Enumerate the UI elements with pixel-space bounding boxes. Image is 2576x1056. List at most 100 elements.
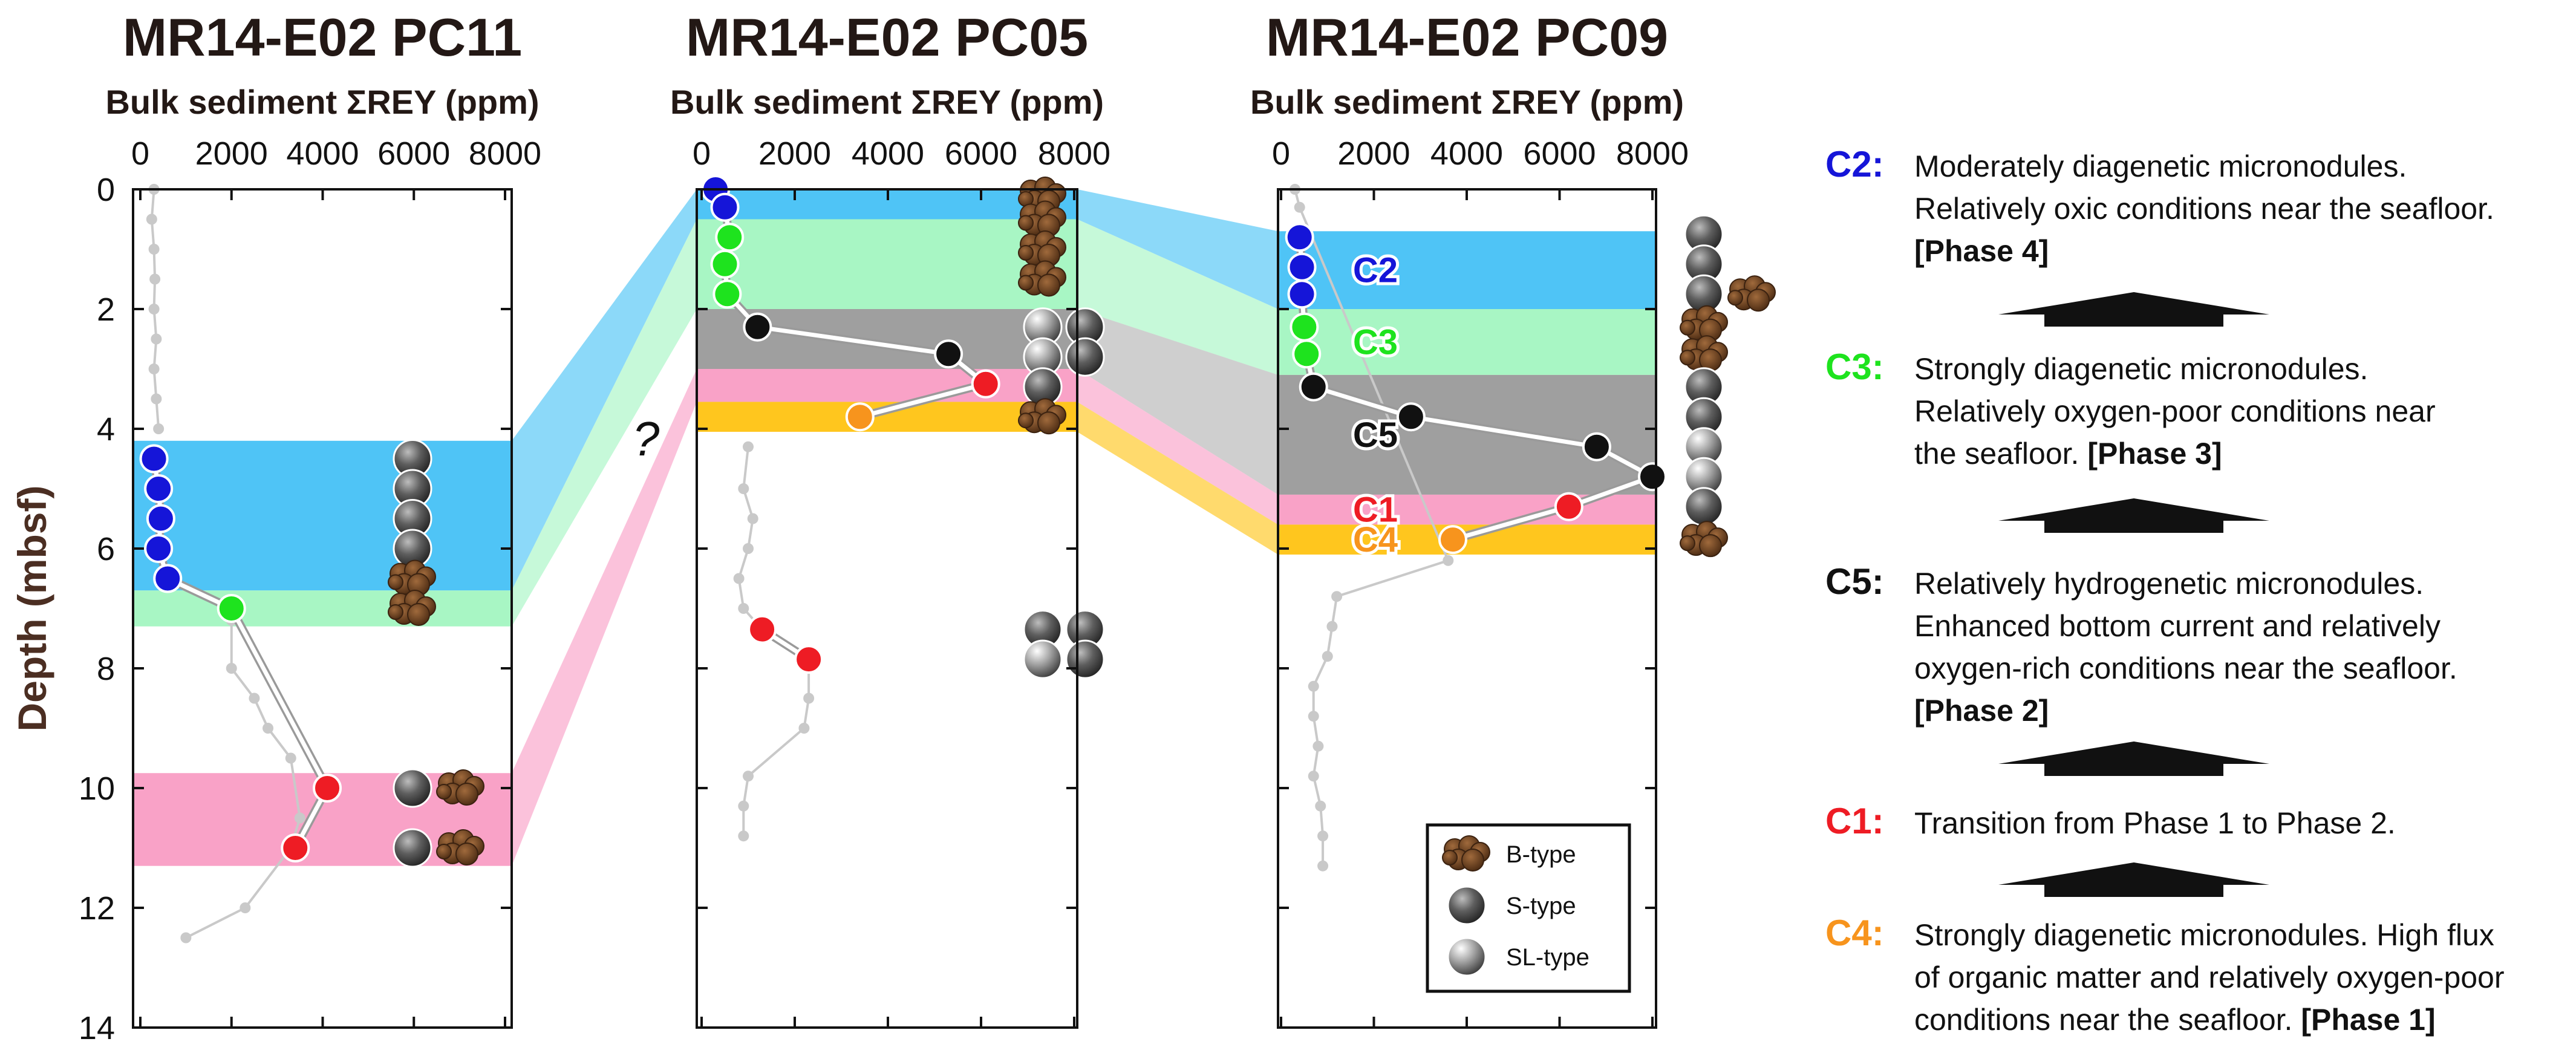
bulk-point	[249, 693, 260, 704]
sample-point-c2	[144, 534, 174, 563]
bulk-point	[798, 723, 810, 734]
up-arrow-icon	[1998, 292, 2269, 327]
phase-text-segment: [Phase 1]	[2301, 1003, 2435, 1037]
x-tick-label: 0	[131, 135, 149, 172]
bulk-point	[262, 723, 274, 734]
b-type-nodule-icon	[1018, 230, 1066, 267]
x-tick-label: 4000	[1430, 135, 1503, 172]
sample-point-c2	[153, 564, 183, 593]
correlation-connector	[512, 219, 697, 627]
bulk-point	[146, 213, 157, 225]
x-tick-label: 6000	[1523, 135, 1596, 172]
bulk-point	[294, 812, 305, 824]
bulk-point	[738, 483, 749, 494]
phase-description-line: Relatively oxic conditions near the seaf…	[1914, 192, 2494, 226]
bulk-point	[151, 333, 162, 345]
phase-text-segment: oxygen-rich conditions near the seafloor…	[1914, 651, 2457, 685]
bulk-point	[1443, 555, 1454, 566]
b-type-lobe	[388, 574, 403, 590]
x-axis-label: Bulk sediment ΣREY (ppm)	[670, 83, 1104, 121]
b-type-lobe	[1018, 412, 1034, 429]
sample-point-c1	[971, 369, 1000, 399]
uncertainty-mark: ?	[633, 412, 660, 466]
sample-point-c5	[1299, 372, 1328, 402]
bulk-point	[1308, 680, 1319, 692]
sample-point-c2	[710, 192, 740, 222]
bulk-point	[738, 603, 749, 614]
sample-point-c2	[1285, 223, 1314, 252]
nodule-type-legend: B-type S-type SL-type	[1426, 823, 1631, 993]
b-type-lobe	[455, 783, 478, 806]
x-tick-label: 6000	[377, 135, 450, 172]
phase-text-segment: of organic matter and relatively oxygen-…	[1914, 960, 2505, 994]
sample-point-c4	[1438, 525, 1467, 555]
category-band-c3	[697, 219, 1077, 309]
phase-block-c3: C3: Strongly diagenetic micronodules. Rela…	[1825, 347, 2436, 471]
phase-description-line: of organic matter and relatively oxygen-…	[1914, 960, 2505, 994]
bulk-point	[803, 693, 815, 704]
sample-point-c2	[146, 504, 175, 533]
bulk-point	[733, 573, 745, 584]
phase-block-c2: C2: Moderately diagenetic micronodules. Re…	[1825, 144, 2494, 268]
b-type-nodule-icon	[388, 559, 436, 596]
phase-description-line: Transition from Phase 1 to Phase 2.	[1914, 806, 2396, 840]
profile-panel-2: 0 2000 4000 6000 8000 MR14-E02 PC05 Bulk sedim…	[633, 7, 1110, 1029]
legend-label: S-type	[1506, 893, 1576, 919]
phase-label: C1:	[1825, 801, 1884, 841]
b-type-nodule-icon	[388, 590, 436, 626]
sample-point-c1	[794, 645, 824, 674]
bulk-point	[151, 393, 162, 405]
x-tick-label: 2000	[195, 135, 268, 172]
bulk-point	[149, 273, 161, 285]
x-axis-label: Bulk sediment ΣREY (ppm)	[1250, 83, 1684, 121]
phase-text-segment: [Phase 4]	[1914, 234, 2049, 268]
phase-text-segment: Moderately diagenetic micronodules.	[1914, 149, 2407, 183]
b-type-lobe	[1442, 850, 1458, 865]
b-type-lobe	[1680, 535, 1695, 552]
sample-point-c3	[712, 279, 742, 309]
band-label-c3: C3	[1353, 322, 1398, 362]
correlation-connector	[512, 189, 697, 591]
bulk-point	[1294, 201, 1305, 213]
y-tick-label: 6	[97, 531, 115, 567]
s-type-nodule-icon	[1684, 487, 1724, 527]
b-type-nodule-icon	[436, 769, 484, 806]
b-type-lobe	[1018, 245, 1034, 261]
phase-description-line: Relatively hydrogenetic micronodules.	[1914, 567, 2424, 601]
x-tick-label: 4000	[852, 135, 924, 172]
bulk-point	[1308, 711, 1319, 722]
phase-text-segment: Strongly diagenetic micronodules. High f…	[1914, 918, 2494, 952]
s-type-nodule-icon	[393, 828, 432, 868]
phase-description-line: Relatively oxygen-poor conditions near	[1914, 394, 2436, 428]
phase-description-line: the seafloor. [Phase 3]	[1914, 437, 2222, 471]
phase-text-segment: Relatively hydrogenetic micronodules.	[1914, 567, 2424, 601]
depth-profile-panels: 0 2000 4000 6000 8000 0 2 4 6 8 10 12 14 MR14-E02 PC1…	[79, 7, 1776, 1046]
x-tick-label: 2000	[1337, 135, 1410, 172]
phase-description-line: Strongly diagenetic micronodules.	[1914, 352, 2368, 386]
up-arrow-icon	[1998, 741, 2269, 776]
b-type-lobe	[1747, 288, 1770, 312]
sample-point-c3	[217, 594, 246, 623]
category-band-c3	[1278, 309, 1656, 375]
x-tick-label: 2000	[758, 135, 831, 172]
phase-label: C4:	[1825, 913, 1884, 953]
category-band-c3	[133, 590, 512, 627]
phase-description-line: Moderately diagenetic micronodules.	[1914, 149, 2407, 183]
x-tick-label: 8000	[469, 135, 541, 172]
sample-point-c5	[1638, 462, 1667, 492]
phase-block-c4: C4: Strongly diagenetic micronodules. Hig…	[1825, 913, 2505, 1037]
category-band-c1	[697, 369, 1077, 402]
b-type-nodule-icon	[1018, 200, 1066, 237]
sample-point-c1	[1554, 492, 1583, 521]
sample-point-c3	[1290, 312, 1319, 342]
phase-text-segment: Relatively oxic conditions near the seaf…	[1914, 192, 2494, 226]
b-type-lobe	[1727, 290, 1743, 306]
bulk-point	[148, 363, 160, 374]
category-band-c2	[133, 440, 512, 591]
category-band-c2	[1278, 231, 1656, 309]
correlation-connector	[1077, 402, 1278, 555]
phase-description-line: oxygen-rich conditions near the seafloor…	[1914, 651, 2457, 685]
y-tick-label: 12	[79, 890, 115, 927]
b-type-lobe	[1037, 411, 1060, 435]
